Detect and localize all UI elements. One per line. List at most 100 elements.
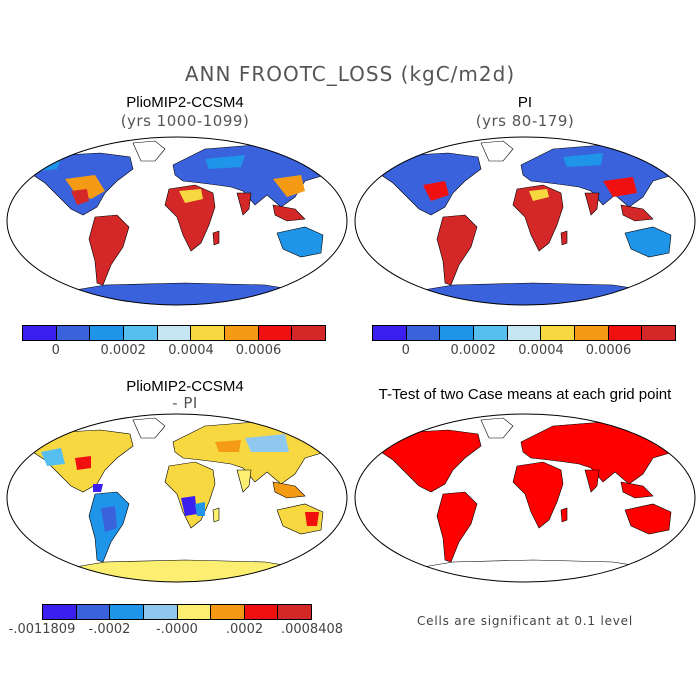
colorbar-2-swatch [541, 326, 576, 340]
colorbar-2-tick-label: 0.0006 [585, 343, 632, 358]
colorbar-3-swatch [143, 605, 178, 619]
colorbar-1-tick-label: 0.0002 [100, 343, 146, 358]
colorbar-3-swatch [278, 605, 311, 619]
colorbar-1-swatch [292, 326, 326, 340]
colorbar-panel-3: -.0011809 -.0002 -.0000 .0002 .0008408 [9, 604, 343, 638]
map-1-land-australia [276, 226, 324, 258]
colorbar-panel-2: 0 0.0002 0.0004 0.0006 [372, 325, 676, 359]
map-4-land-madagascar [560, 507, 568, 523]
map-1-region-patch [205, 155, 245, 169]
panel-1-title: PlioMIP2-CCSM4 [126, 94, 244, 111]
map-4-land-antarctica [382, 559, 674, 582]
colorbar-1-swatch [157, 326, 192, 340]
colorbar-panel-1: 0 0.0002 0.0004 0.0006 [22, 325, 326, 359]
colorbar-2-swatch [474, 326, 508, 340]
map-2-region-patch [603, 177, 637, 197]
map-4-land-india [584, 469, 600, 493]
map-1-region-patch [179, 189, 203, 203]
map-4-land-greenland [480, 417, 514, 439]
colorbar-3-tick-label: .0008408 [280, 622, 344, 637]
map-2-region-patch [423, 181, 449, 201]
colorbar-1-swatch [191, 326, 226, 340]
map-2-land-madagascar [560, 230, 568, 246]
map-3-region-patch [101, 506, 117, 532]
map-1-land-antarctica [34, 282, 326, 305]
map-3-land-australia [276, 503, 324, 535]
colorbar-1-swatch [23, 326, 57, 340]
significance-note: Cells are significant at 0.1 level [416, 614, 633, 628]
colorbar-2-swatch [507, 326, 542, 340]
colorbar-1-swatch [258, 326, 293, 340]
colorbar-3-swatch [177, 605, 212, 619]
map-3-region-patch [181, 496, 197, 516]
colorbar-1-swatch [225, 326, 259, 340]
colorbar-3-swatch [76, 605, 111, 619]
map-3-region-patch [75, 456, 91, 470]
map-1-land-seasia [272, 204, 306, 222]
panel-3-title: PlioMIP2-CCSM4 [126, 378, 244, 395]
map-3-land-madagascar [212, 507, 220, 523]
map-2-land-samerica [436, 214, 478, 286]
map-2-land-seasia [620, 204, 654, 222]
map-3-region-patch [93, 484, 103, 492]
main-title: ANN FROOTC_LOSS (kgC/m2d) [184, 62, 516, 86]
colorbar-1-swatch [90, 326, 125, 340]
colorbar-2-tick-label: 0.0002 [450, 343, 496, 358]
colorbar-3-tick-label: .0002 [225, 622, 264, 637]
map-1-land-samerica [88, 214, 130, 286]
colorbar-2-swatch [642, 326, 676, 340]
map-1-land-greenland [132, 140, 166, 162]
colorbar-3-tick-label: -.0000 [156, 622, 198, 637]
colorbar-1-tick-label: 0.0006 [235, 343, 282, 358]
map-2-land-antarctica [382, 282, 674, 305]
colorbar-3-swatch [211, 605, 245, 619]
map-4-land-samerica [436, 491, 478, 563]
map-panel-4 [353, 412, 697, 584]
map-2-land-greenland [480, 140, 514, 162]
map-2-region-patch [563, 153, 603, 167]
panel-2-subtitle: (yrs 80-179) [475, 112, 575, 130]
map-3-region-patch [305, 512, 319, 526]
map-2-land-india [584, 192, 600, 216]
colorbar-2-swatch [440, 326, 475, 340]
map-1-land-india [236, 192, 252, 216]
map-3-land-africa [164, 461, 216, 529]
map-4-land-seasia [620, 481, 654, 499]
colorbar-3-swatch [43, 605, 77, 619]
map-3-region-patch [245, 434, 289, 452]
colorbar-2-swatch [406, 326, 441, 340]
colorbar-3-swatch [244, 605, 279, 619]
colorbar-2-tick-label: 0.0004 [518, 343, 564, 358]
colorbar-3-tick-label: -.0011809 [8, 622, 76, 637]
map-2-land-australia [624, 226, 672, 258]
map-3-region-patch [215, 440, 241, 452]
colorbar-1-swatch [124, 326, 158, 340]
colorbar-2-swatch [575, 326, 609, 340]
map-panel-2 [353, 135, 697, 307]
map-1-land-africa [164, 184, 216, 252]
colorbar-1-swatch [56, 326, 91, 340]
map-4-land-australia [624, 503, 672, 535]
map-3-region-patch [41, 448, 65, 466]
map-3-land-india [236, 469, 252, 493]
map-1-region-patch [71, 189, 89, 205]
panel-2-title: PI [517, 94, 533, 111]
colorbar-3-tick-label: -.0002 [88, 622, 131, 637]
map-2-land-namerica [374, 152, 482, 216]
map-panel-1 [5, 135, 349, 307]
map-3-land-antarctica [34, 559, 326, 582]
colorbar-3-swatch [110, 605, 144, 619]
map-panel-3 [5, 412, 349, 584]
map-1-region-patch [273, 175, 305, 197]
colorbar-2-swatch [373, 326, 407, 340]
panel-3-subtitle: - PI [172, 394, 198, 412]
panel-1-subtitle: (yrs 1000-1099) [120, 112, 250, 130]
map-4-land-africa [512, 461, 564, 529]
map-3-region-patch [195, 502, 205, 516]
colorbar-1-tick-label: 0.0004 [168, 343, 214, 358]
map-2-region-patch [529, 189, 549, 201]
map-2-land-africa [512, 184, 564, 252]
map-3-land-greenland [132, 417, 166, 439]
map-1-land-madagascar [212, 230, 220, 246]
panel-4-title: T-Test of two Case means at each grid po… [378, 386, 672, 403]
